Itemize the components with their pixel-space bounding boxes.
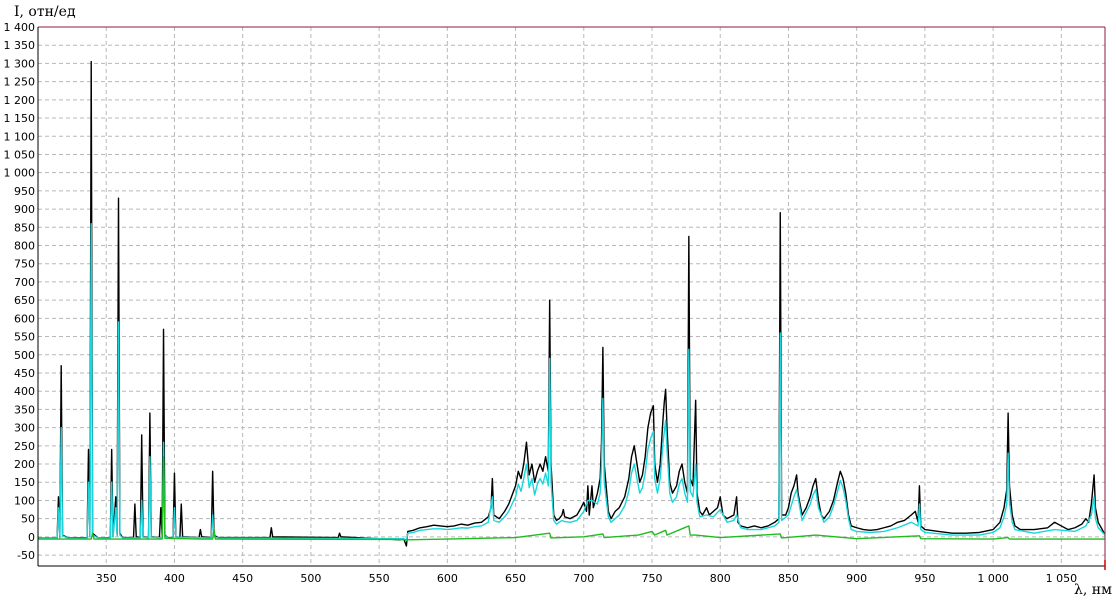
series-layer (38, 60, 1106, 547)
y-tick-label: 1 350 (4, 39, 36, 52)
y-tick-label: 1 100 (4, 130, 36, 143)
x-tick-label: 400 (164, 572, 185, 585)
y-tick-label: 1 150 (4, 112, 36, 125)
y-tick-label: 50 (21, 513, 35, 526)
y-tick-label: 700 (14, 276, 35, 289)
y-tick-label: 300 (14, 422, 35, 435)
y-tick-label: 200 (14, 458, 35, 471)
y-axis-label: I, отн/ед (14, 4, 76, 20)
y-tick-label: 100 (14, 494, 35, 507)
y-tick-label: -50 (17, 549, 35, 562)
plot-frame (37, 26, 1106, 570)
x-tick-label: 600 (437, 572, 458, 585)
x-tick-label: 800 (710, 572, 731, 585)
y-tick-label: 0 (28, 531, 35, 544)
x-tick-label: 950 (914, 572, 935, 585)
y-tick-label: 1 000 (4, 167, 36, 180)
x-axis-label: λ, нм (1074, 582, 1112, 598)
y-tick-label: 1 050 (4, 148, 36, 161)
y-tick-label: 850 (14, 221, 35, 234)
y-tick-label: 450 (14, 367, 35, 380)
spectrum-series-2 (38, 222, 1106, 542)
x-tick-label: 1 000 (977, 572, 1009, 585)
y-tick-label: 1 300 (4, 57, 36, 70)
x-tick-label: 500 (300, 572, 321, 585)
x-tick-label: 700 (573, 572, 594, 585)
y-tick-label: 550 (14, 331, 35, 344)
y-tick-label: 1 400 (4, 21, 36, 34)
y-tick-label: 600 (14, 312, 35, 325)
y-tick-label: 350 (14, 403, 35, 416)
y-tick-label: 1 200 (4, 94, 36, 107)
x-tick-label: 450 (232, 572, 253, 585)
x-tick-label: 900 (846, 572, 867, 585)
x-tick-label: 750 (642, 572, 663, 585)
y-tick-label: 950 (14, 185, 35, 198)
spectrum-series-3 (38, 456, 1105, 541)
grid (38, 26, 1105, 566)
y-tick-label: 1 250 (4, 76, 36, 89)
y-tick-label: 800 (14, 240, 35, 253)
y-tick-label: 150 (14, 476, 35, 489)
x-tick-label: 1 050 (1046, 572, 1078, 585)
y-tick-label: 900 (14, 203, 35, 216)
x-tick-label: 650 (505, 572, 526, 585)
x-tick-label: 350 (96, 572, 117, 585)
y-tick-label: 250 (14, 440, 35, 453)
x-tick-label: 850 (778, 572, 799, 585)
y-tick-label: 400 (14, 385, 35, 398)
y-tick-label: 650 (14, 294, 35, 307)
x-tick-label: 550 (369, 572, 390, 585)
tick-labels: 1 400 1 350 1 300 1 250 1 200 1 150 1 100 1 050… (4, 21, 1078, 585)
y-tick-label: 500 (14, 349, 35, 362)
y-tick-label: 750 (14, 258, 35, 271)
